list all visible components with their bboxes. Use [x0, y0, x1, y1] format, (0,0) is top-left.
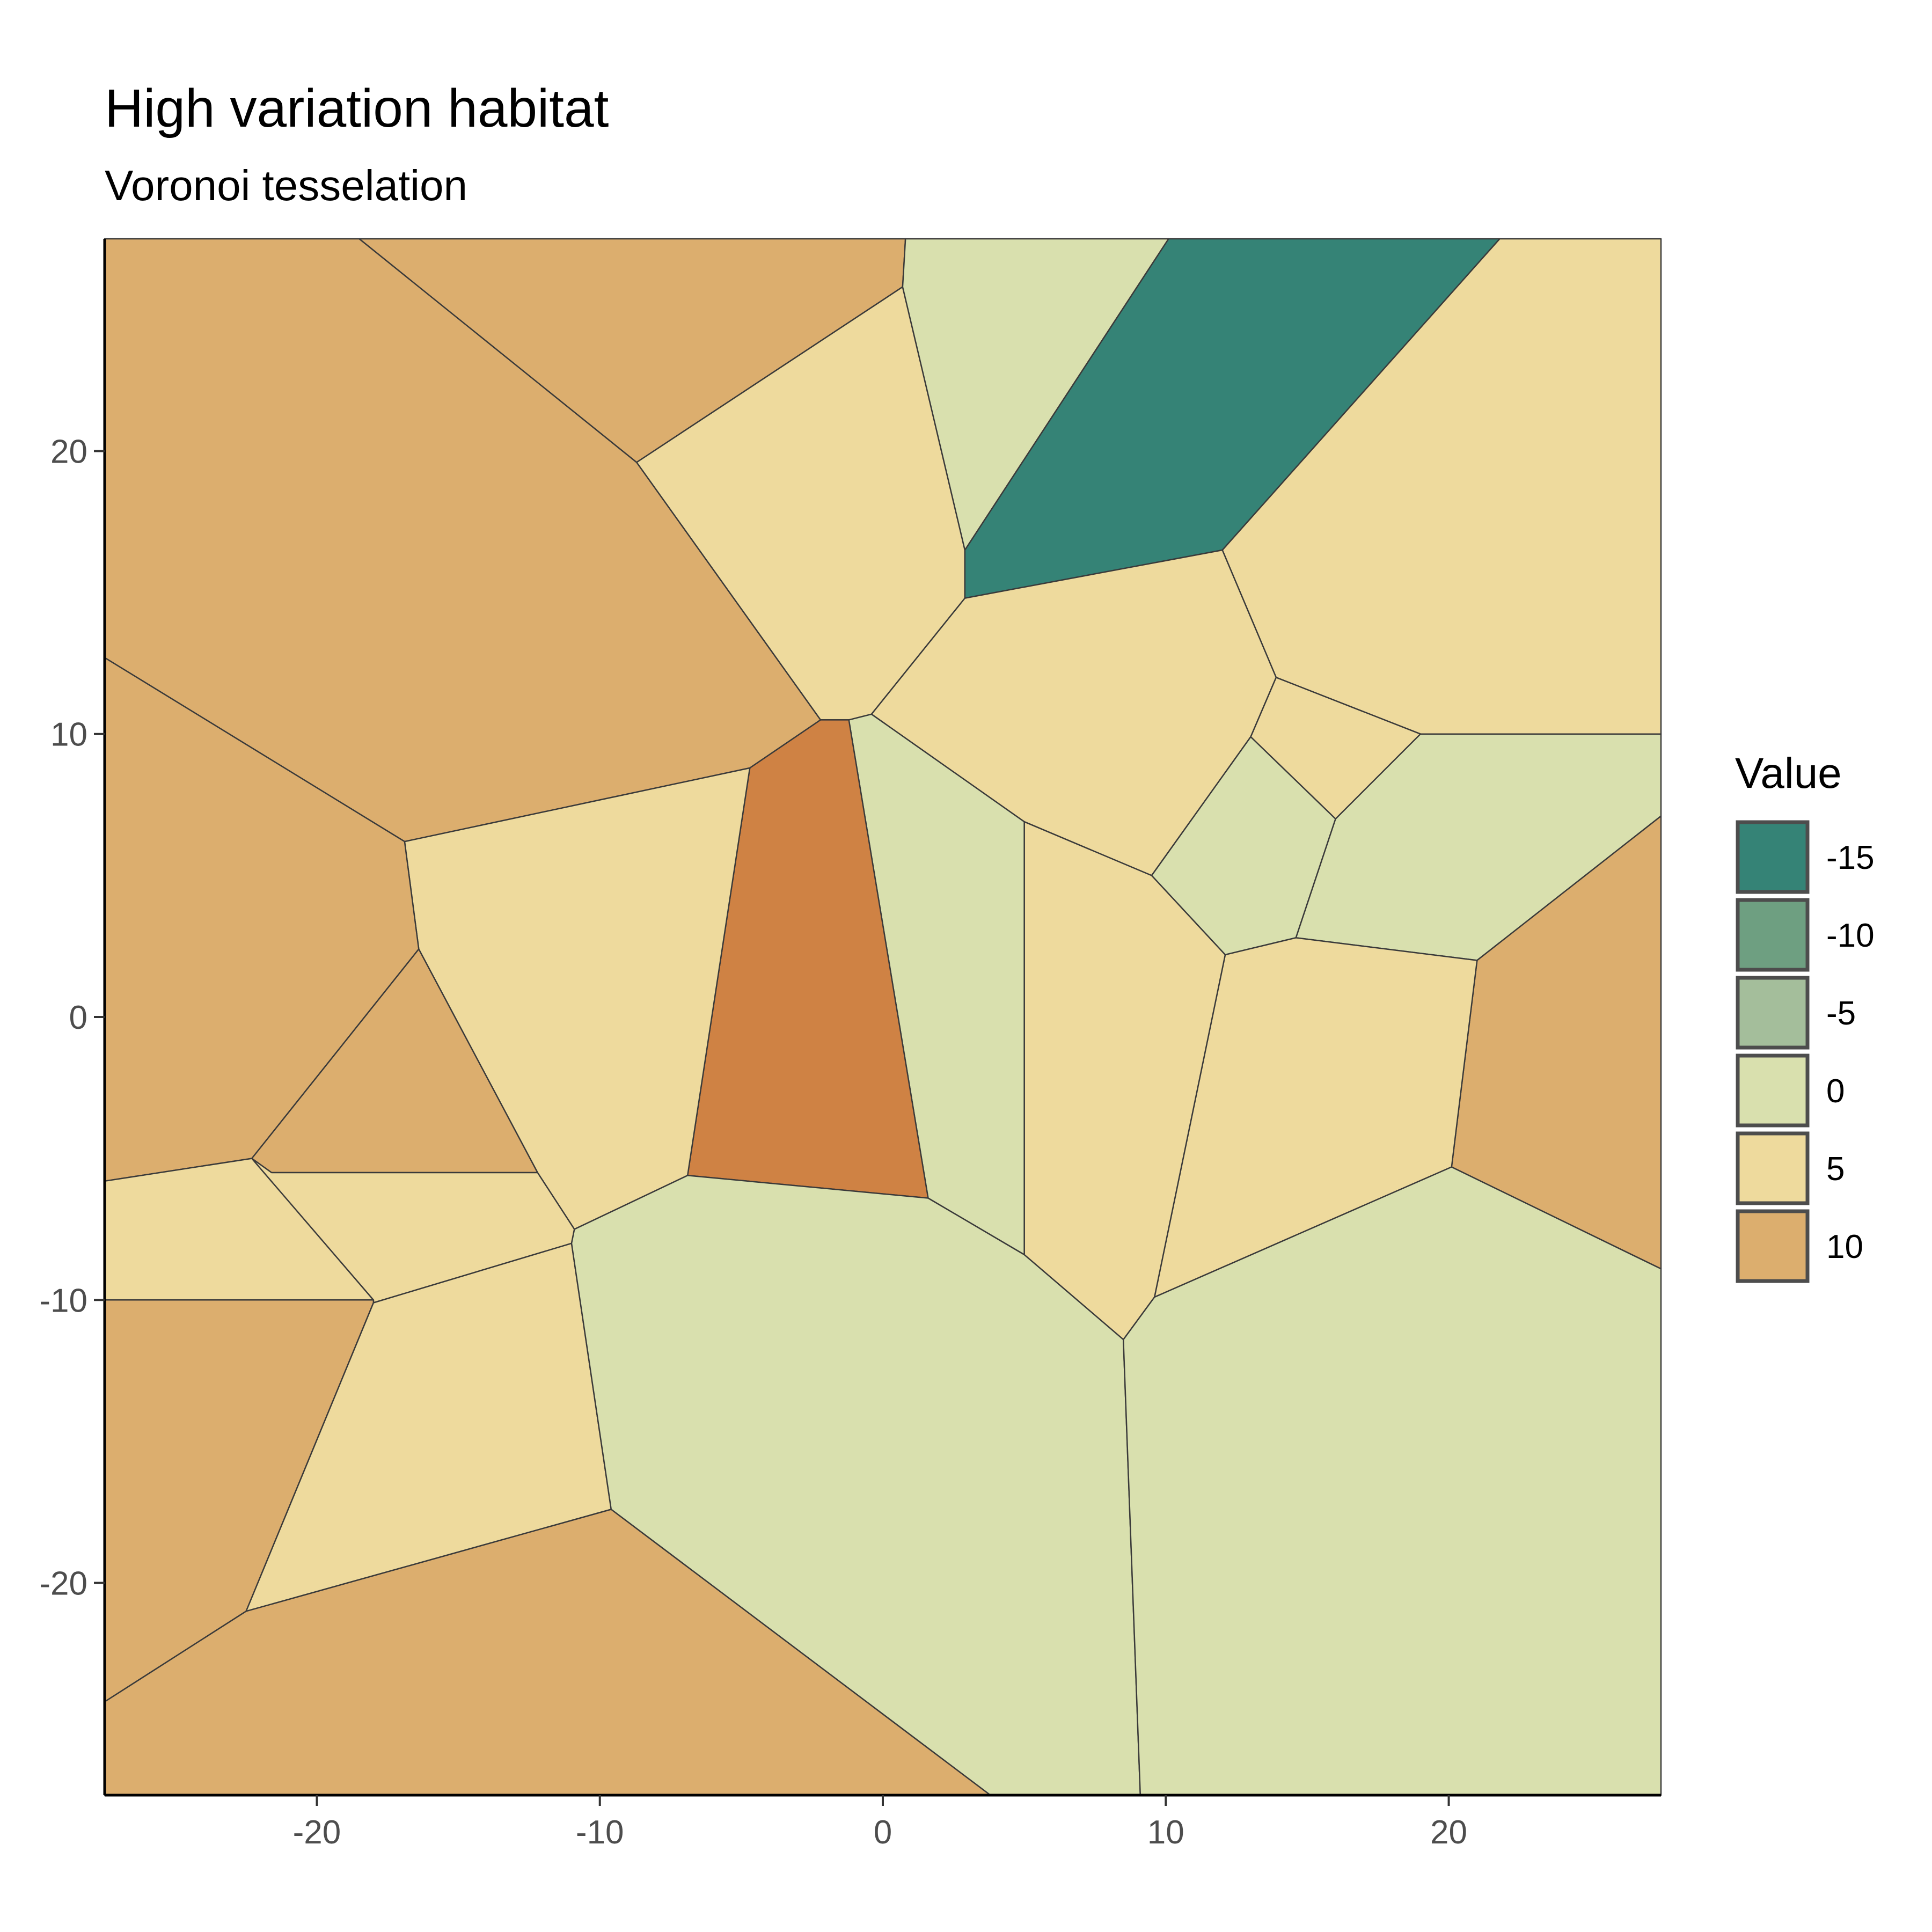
y-tick-label: 10: [50, 716, 87, 753]
x-tick-label: 10: [1147, 1814, 1184, 1851]
x-tick-label: -20: [293, 1814, 341, 1851]
legend-label: -10: [1826, 917, 1875, 954]
y-tick-label: 0: [69, 999, 87, 1036]
y-tick-label: 20: [50, 433, 87, 470]
x-tick-label: 20: [1430, 1814, 1467, 1851]
x-tick-label: -10: [576, 1814, 624, 1851]
legend-swatch: [1736, 976, 1810, 1050]
legend-swatch: [1736, 820, 1810, 894]
legend-swatch: [1736, 1209, 1810, 1283]
axes: -20 -10 0 10 20 -20 -10 0 10 20: [39, 239, 1661, 1851]
chart-subtitle: Voronoi tesselation: [105, 162, 468, 209]
legend-label: 0: [1826, 1073, 1845, 1110]
legend-title: Value: [1735, 749, 1842, 797]
legend-swatch: [1736, 898, 1810, 972]
legend-label: -5: [1826, 995, 1856, 1032]
y-tick-label: -20: [39, 1565, 87, 1602]
voronoi-cells: [104, 238, 1662, 1796]
legend-label: 5: [1826, 1151, 1845, 1188]
x-tick-label: 0: [874, 1814, 892, 1851]
legend-label: 10: [1826, 1228, 1863, 1265]
legend-swatch: [1736, 1053, 1810, 1128]
chart-title: High variation habitat: [105, 78, 609, 138]
y-tick-label: -10: [39, 1282, 87, 1319]
legend-swatch: [1736, 1131, 1810, 1205]
legend: Value -15 -10 -5 0 5 10: [1735, 749, 1875, 1283]
legend-label: -15: [1826, 839, 1875, 876]
